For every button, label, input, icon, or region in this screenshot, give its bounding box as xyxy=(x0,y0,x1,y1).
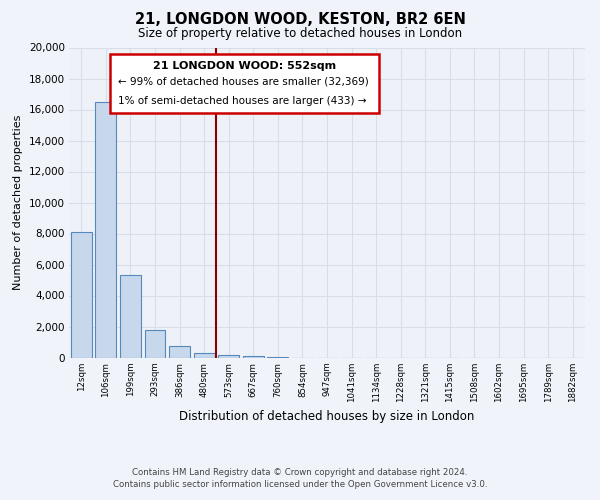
Bar xyxy=(194,353,215,358)
Text: 21, LONGDON WOOD, KESTON, BR2 6EN: 21, LONGDON WOOD, KESTON, BR2 6EN xyxy=(134,12,466,28)
Text: 21 LONGDON WOOD: 552sqm: 21 LONGDON WOOD: 552sqm xyxy=(153,62,336,72)
Bar xyxy=(145,330,166,357)
Text: 1% of semi-detached houses are larger (433) →: 1% of semi-detached houses are larger (4… xyxy=(118,96,367,106)
Bar xyxy=(268,356,289,358)
Y-axis label: Number of detached properties: Number of detached properties xyxy=(13,115,23,290)
Bar xyxy=(169,346,190,358)
Text: Contains HM Land Registry data © Crown copyright and database right 2024.
Contai: Contains HM Land Registry data © Crown c… xyxy=(113,468,487,489)
Bar xyxy=(71,232,92,358)
Bar xyxy=(95,102,116,358)
X-axis label: Distribution of detached houses by size in London: Distribution of detached houses by size … xyxy=(179,410,475,424)
Text: ← 99% of detached houses are smaller (32,369): ← 99% of detached houses are smaller (32… xyxy=(118,77,369,87)
Bar xyxy=(243,356,264,358)
FancyBboxPatch shape xyxy=(110,54,379,112)
Bar xyxy=(218,355,239,358)
Bar xyxy=(120,276,141,357)
Text: Size of property relative to detached houses in London: Size of property relative to detached ho… xyxy=(138,28,462,40)
